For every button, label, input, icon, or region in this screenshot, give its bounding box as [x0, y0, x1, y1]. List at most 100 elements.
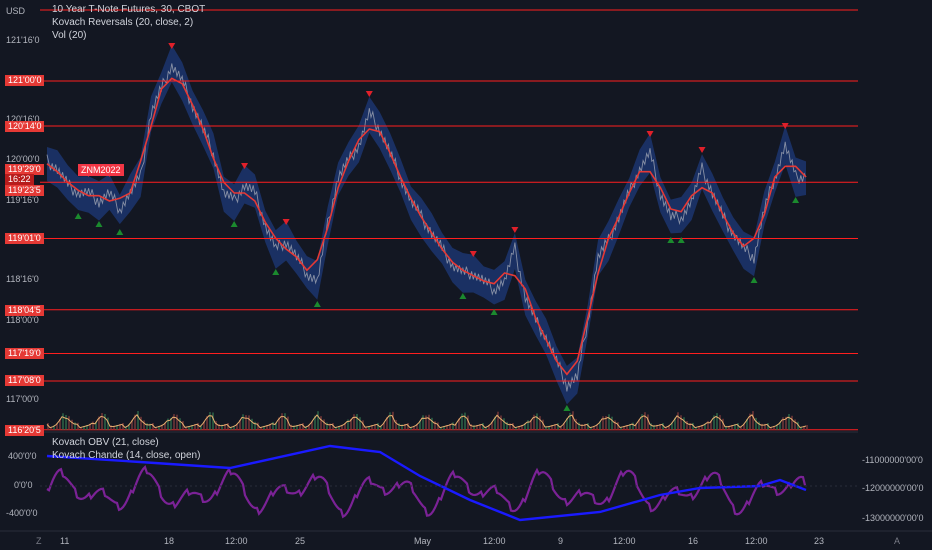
volume-bar [413, 426, 415, 430]
auto-scale-icon[interactable]: A [894, 536, 901, 546]
volume-bar [320, 416, 322, 430]
volume-bar [707, 420, 709, 430]
volume-bar [434, 421, 436, 430]
level-tag: 121'00'0 [5, 75, 45, 86]
volume-bar [770, 427, 772, 430]
volume-bar [380, 426, 382, 430]
volume-bar [632, 422, 634, 430]
volume-bar [755, 417, 757, 430]
volume-bar [761, 423, 763, 430]
volume-bar [530, 419, 532, 430]
volume-bar [683, 417, 685, 430]
volume-bar [80, 427, 82, 430]
level-tag: 117'19'0 [5, 348, 44, 359]
volume-bar [764, 423, 766, 430]
osc-tick: -400'0'0 [6, 508, 38, 518]
buy-reversal-marker [563, 405, 571, 411]
sell-reversal-marker [241, 163, 249, 169]
volume-bar [680, 415, 682, 430]
volume-bar [668, 425, 670, 430]
volume-bar [485, 427, 487, 430]
volume-bar [686, 421, 688, 430]
volume-bar [599, 421, 601, 430]
volume-bar [785, 416, 787, 430]
sell-reversal-marker [168, 43, 176, 49]
legend-kovach-obv[interactable]: Kovach OBV (21, close) [52, 437, 159, 448]
volume-bar [587, 423, 589, 430]
volume-bar [194, 424, 196, 430]
volume-bar [626, 425, 628, 430]
zoom-icon[interactable]: Z [36, 536, 42, 546]
volume-bar [695, 427, 697, 430]
osc-tick: 400'0'0 [8, 451, 37, 461]
volume-bar [635, 424, 637, 430]
volume-bar [788, 414, 790, 430]
volume-bar [698, 426, 700, 430]
volume-bar [104, 414, 106, 430]
volume-bar [134, 414, 136, 430]
volume-bar [491, 422, 493, 430]
legend-kovach-chande[interactable]: Kovach Chande (14, close, open) [52, 450, 201, 461]
volume-bar [335, 427, 337, 430]
volume-bar [398, 423, 400, 430]
price-tick: 121'16'0 [6, 35, 40, 45]
volume-bar [311, 421, 313, 430]
volume-bar [107, 417, 109, 430]
volume-bar [746, 419, 748, 430]
volume-bar [251, 418, 253, 430]
volume-bar [188, 426, 190, 430]
volume-bar [740, 426, 742, 430]
volume-bar [614, 420, 616, 430]
volume-bar [476, 425, 478, 430]
volume-bar [302, 423, 304, 430]
volume-bar [275, 423, 277, 430]
volume-bar [509, 423, 511, 430]
volume-bar [86, 425, 88, 430]
volume-bar [428, 414, 430, 430]
volume-bar [368, 426, 370, 430]
volume-bar [512, 423, 514, 430]
volume-bar [497, 411, 499, 430]
volume-bar [407, 423, 409, 430]
volume-bar [224, 424, 226, 430]
level-tag: 117'08'0 [5, 375, 44, 386]
volume-bar [458, 418, 460, 430]
volume-bar [611, 416, 613, 430]
volume-bar [332, 423, 334, 430]
volume-bar [191, 425, 193, 430]
volume-bar [62, 413, 64, 430]
volume-bar [719, 415, 721, 430]
time-tick: 18 [164, 536, 175, 546]
volume-bar [122, 423, 124, 430]
volume-bar [176, 414, 178, 430]
legend-volume[interactable]: Vol (20) [52, 30, 87, 41]
volume-bar [572, 411, 574, 430]
volume-bar [56, 423, 58, 430]
volume-bar [143, 420, 145, 430]
volume-bar [179, 418, 181, 430]
volume-bar [239, 419, 241, 430]
volume-bar [584, 423, 586, 430]
sell-reversal-marker [469, 251, 477, 257]
volume-bar [518, 426, 520, 430]
volume-bar [443, 426, 445, 430]
volume-bar [527, 420, 529, 430]
level-tag: 118'04'5 [5, 305, 44, 316]
volume-bar [233, 425, 235, 430]
volume-bar [620, 426, 622, 430]
volume-bar [170, 417, 172, 430]
volume-bar [50, 427, 52, 430]
last-price-tag: 119'29'0 [5, 164, 44, 175]
buy-reversal-marker [272, 269, 280, 275]
volume-bar [557, 423, 559, 430]
legend-main-series[interactable]: 10 Year T-Note Futures, 30, CBOT [52, 4, 206, 15]
volume-bar [395, 420, 397, 430]
volume-bar [347, 419, 349, 430]
volume-bar [206, 416, 208, 430]
volume-bar [215, 421, 217, 430]
volume-bar [689, 423, 691, 430]
obv-tick: -12000000'00'0 [862, 483, 924, 493]
legend-kovach-reversals[interactable]: Kovach Reversals (20, close, 2) [52, 17, 194, 28]
volume-bar [98, 416, 100, 430]
